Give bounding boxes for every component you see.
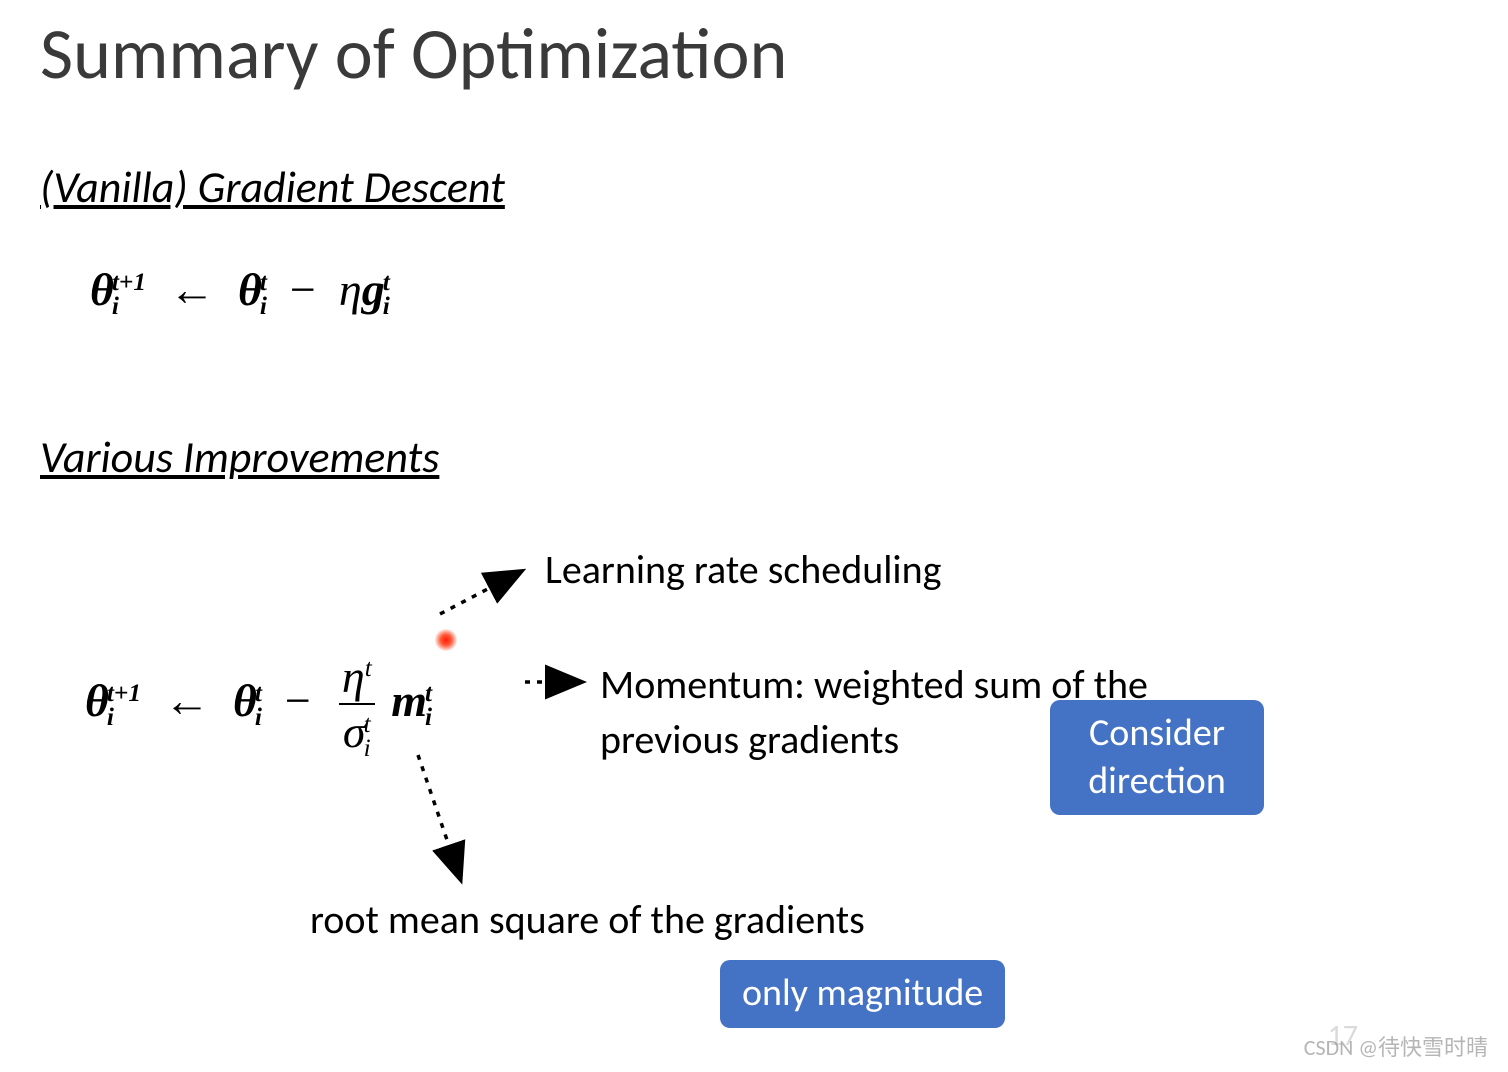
minus-symbol: − <box>290 264 316 315</box>
minus-symbol: − <box>285 675 311 726</box>
sup-t: t <box>255 681 262 705</box>
sub-i: i <box>255 705 262 729</box>
badge-line1: Consider <box>1089 710 1225 756</box>
section2-heading: Various Improvements <box>40 430 439 484</box>
sup-t: t <box>383 270 390 294</box>
sub-i: i <box>425 705 432 729</box>
sup-t: t <box>425 681 432 705</box>
m-symbol: m <box>391 675 427 726</box>
eta-symbol: η <box>342 651 365 702</box>
sub-i: i <box>383 294 390 318</box>
formula-vanilla-gd: θt+1i ← θti − ηgti <box>90 263 390 318</box>
sup-t1: t+1 <box>112 270 146 294</box>
sub-i: i <box>112 294 146 318</box>
theta-symbol: θ <box>233 675 257 726</box>
slide-title: Summary of Optimization <box>40 10 787 98</box>
label-momentum-line2: previous gradients <box>600 715 899 764</box>
eta-symbol: η <box>339 264 362 315</box>
g-symbol: g <box>362 264 385 315</box>
laser-pointer-icon <box>435 629 457 651</box>
sup-t: t <box>365 654 372 682</box>
sup-t1: t+1 <box>107 681 141 705</box>
theta-symbol: θ <box>85 675 109 726</box>
label-rms: root mean square of the gradients <box>310 895 865 944</box>
sub-i: i <box>364 736 371 760</box>
sigma-symbol: σ <box>343 706 366 757</box>
left-arrow: ← <box>169 264 215 315</box>
fraction: ηt σti <box>338 650 376 760</box>
formula-improved: θt+1i ← θti − ηt σti mti <box>85 650 432 760</box>
theta-symbol: θ <box>238 264 262 315</box>
sup-t: t <box>260 270 267 294</box>
sup-t: t <box>364 712 371 736</box>
badge-line2: direction <box>1088 758 1226 804</box>
left-arrow: ← <box>164 675 210 726</box>
section1-heading: (Vanilla) Gradient Descent <box>40 160 505 214</box>
sub-i: i <box>107 705 141 729</box>
theta-symbol: θ <box>90 264 114 315</box>
sub-i: i <box>260 294 267 318</box>
watermark-text: CSDN @待快雪时晴 <box>1304 1030 1488 1062</box>
badge-only-magnitude: only magnitude <box>720 960 1005 1028</box>
badge-consider-direction: Consider direction <box>1050 700 1264 815</box>
label-lr-scheduling: Learning rate scheduling <box>545 545 941 594</box>
